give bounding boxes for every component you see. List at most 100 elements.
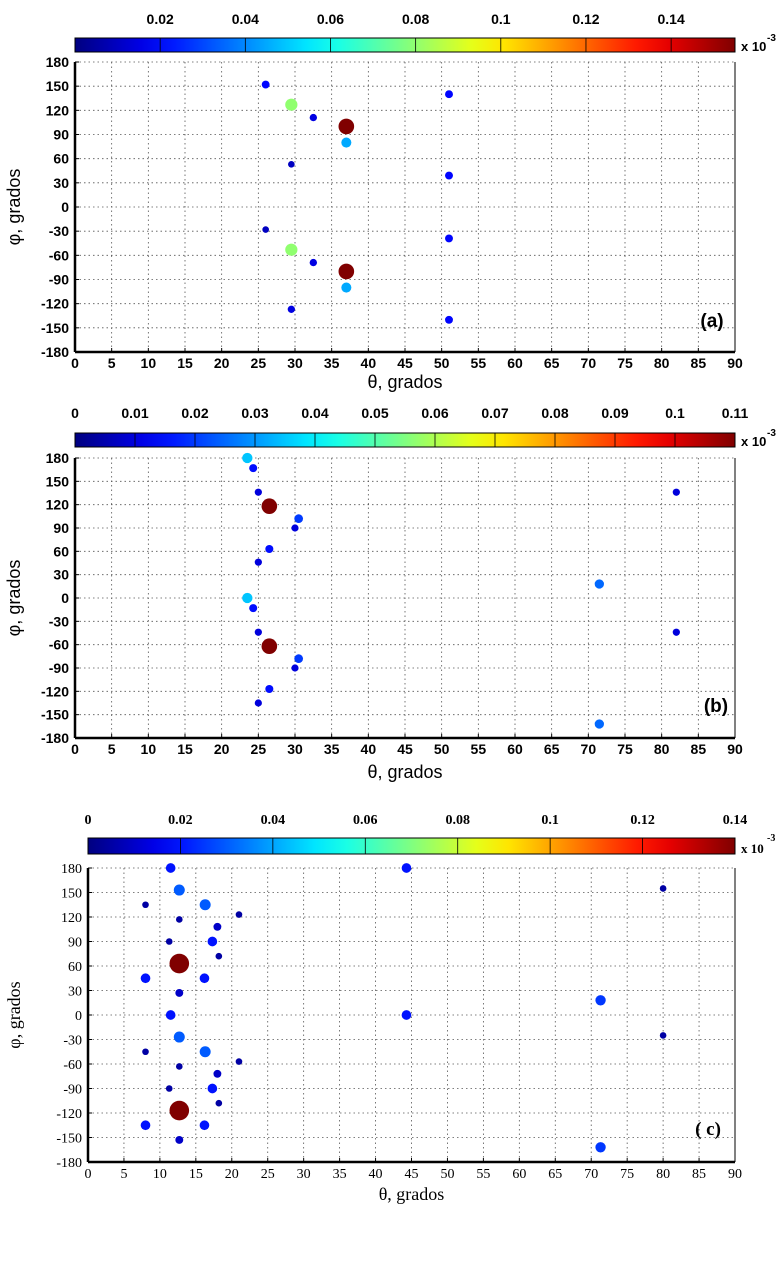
y-tick-label: 90	[68, 936, 82, 951]
x-tick-label: 10	[141, 355, 157, 371]
y-tick-label: 180	[61, 862, 82, 877]
y-tick-label: -30	[63, 1034, 82, 1049]
data-point	[175, 989, 184, 997]
x-tick-label: 65	[544, 355, 560, 371]
data-point	[235, 911, 243, 918]
x-tick-label: 60	[507, 355, 523, 371]
data-point	[169, 1100, 190, 1121]
data-point	[142, 1048, 149, 1056]
x-tick-label: 80	[656, 1167, 670, 1182]
colorbar-tick-label: 0.03	[241, 405, 268, 421]
x-tick-label: 35	[324, 355, 340, 371]
y-tick-label: -120	[41, 683, 69, 699]
colorbar-tick-label: 0	[85, 813, 92, 828]
data-point	[254, 628, 262, 636]
data-point	[291, 664, 299, 672]
x-tick-label: 75	[617, 741, 633, 757]
colorbar-tick-label: 0.04	[261, 813, 286, 828]
x-tick-label: 45	[397, 741, 413, 757]
colorbar-tick-label: 0.14	[723, 813, 748, 828]
colorbar-tick-label: 0	[71, 405, 79, 421]
colorbar	[74, 432, 736, 448]
x-tick-label: 40	[361, 741, 377, 757]
data-point	[199, 973, 210, 984]
colorbar-exponent: -3	[767, 428, 776, 439]
data-point	[249, 604, 258, 613]
x-tick-label: 25	[261, 1167, 275, 1182]
x-tick-label: 30	[287, 355, 303, 371]
data-point	[213, 1069, 222, 1078]
x-tick-label: 85	[691, 741, 707, 757]
data-point	[207, 1083, 218, 1094]
y-tick-label: -90	[49, 272, 69, 288]
colorbar	[87, 837, 736, 855]
data-point	[288, 160, 295, 168]
data-point	[207, 936, 218, 947]
x-tick-label: 70	[584, 1167, 598, 1182]
y-tick-label: 60	[68, 960, 82, 975]
y-tick-label: -30	[49, 613, 69, 629]
colorbar-tick-label: 0.04	[232, 11, 259, 27]
x-tick-label: 65	[544, 741, 560, 757]
y-tick-label: -150	[41, 707, 69, 723]
colorbar-tick-label: 0.06	[421, 405, 448, 421]
data-point	[294, 514, 304, 524]
y-tick-label: -90	[49, 660, 69, 676]
y-axis-label: φ, grados	[4, 560, 24, 637]
colorbar-exponent: -3	[767, 33, 776, 44]
data-point	[175, 1136, 184, 1144]
data-point	[242, 452, 253, 464]
x-tick-label: 25	[251, 741, 267, 757]
data-point	[165, 938, 173, 945]
x-tick-label: 0	[71, 355, 79, 371]
x-tick-label: 70	[581, 355, 597, 371]
data-point	[199, 1120, 210, 1131]
x-tick-label: 70	[581, 741, 597, 757]
x-tick-label: 35	[324, 741, 340, 757]
y-tick-label: -120	[41, 296, 69, 312]
colorbar-tick-label: 0.08	[541, 405, 568, 421]
y-axis-label: φ, grados	[4, 981, 24, 1048]
x-tick-label: 90	[728, 1167, 742, 1182]
x-tick-label: 55	[471, 741, 487, 757]
data-point	[262, 226, 269, 233]
data-point	[445, 90, 453, 99]
colorbar-tick-label: 0.04	[301, 405, 328, 421]
y-tick-label: -90	[63, 1083, 82, 1098]
colorbar	[74, 37, 736, 53]
x-tick-label: 20	[214, 355, 230, 371]
data-point	[140, 1120, 151, 1131]
x-tick-label: 85	[692, 1167, 706, 1182]
y-tick-label: 90	[53, 127, 69, 143]
y-tick-label: -180	[41, 730, 69, 746]
data-point	[287, 305, 296, 313]
x-tick-label: 10	[141, 741, 157, 757]
y-tick-label: 30	[68, 985, 82, 1000]
data-point	[285, 98, 298, 111]
y-tick-label: 90	[53, 520, 69, 536]
data-point	[261, 80, 270, 89]
x-tick-label: 60	[507, 741, 523, 757]
y-tick-label: -60	[49, 637, 69, 653]
y-tick-label: 30	[53, 567, 69, 583]
data-point	[215, 1099, 223, 1107]
x-axis-label: θ, grados	[379, 1184, 445, 1204]
colorbar-tick-label: 0.06	[317, 11, 344, 27]
data-point	[199, 1046, 211, 1058]
x-tick-label: 0	[85, 1167, 92, 1182]
x-tick-label: 20	[225, 1167, 239, 1182]
data-point	[445, 315, 453, 324]
y-tick-label: 0	[61, 590, 69, 606]
colorbar-tick-label: 0.06	[353, 813, 378, 828]
x-tick-label: 40	[361, 355, 377, 371]
data-point	[165, 1085, 173, 1092]
x-tick-label: 15	[189, 1167, 203, 1182]
data-point	[595, 1142, 606, 1153]
y-tick-label: -180	[41, 344, 69, 360]
x-tick-label: 50	[434, 741, 450, 757]
data-point	[173, 1031, 185, 1043]
x-tick-label: 45	[397, 355, 413, 371]
data-point	[445, 171, 453, 180]
y-tick-label: 120	[46, 102, 70, 118]
